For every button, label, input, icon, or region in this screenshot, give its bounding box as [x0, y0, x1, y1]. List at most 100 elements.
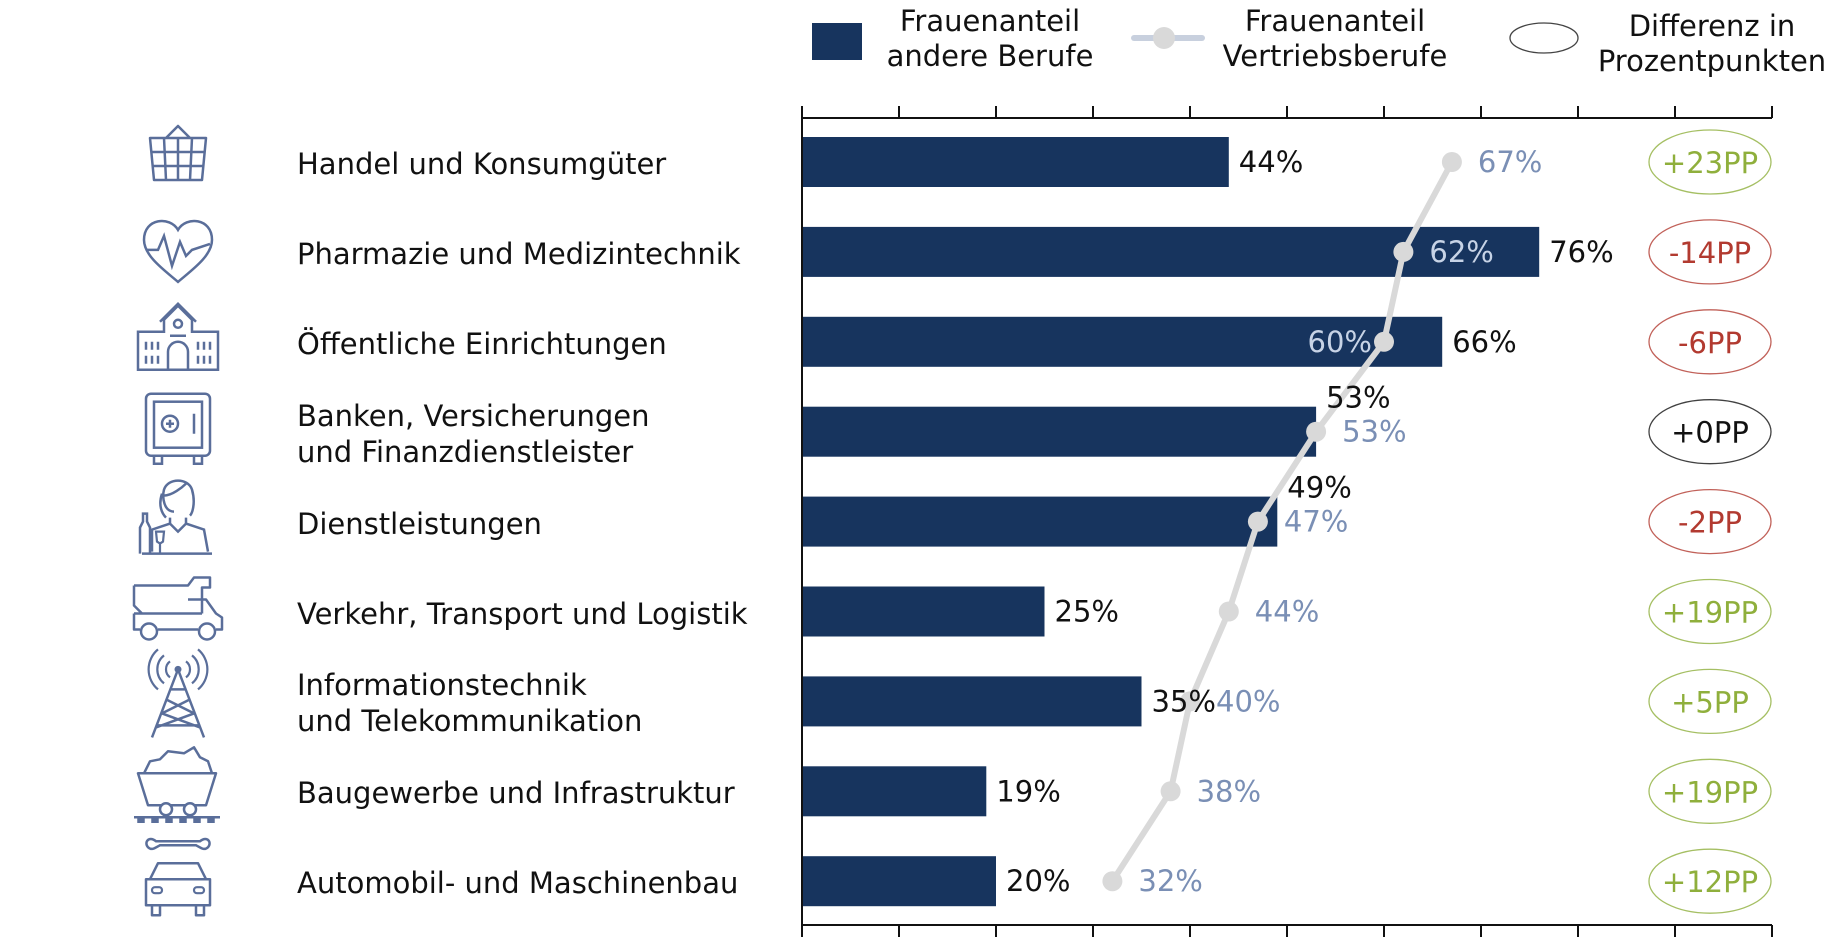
- line-value-label: 67%: [1478, 145, 1542, 179]
- category-label: Dienstleistungen: [297, 506, 542, 542]
- line-point: [1247, 511, 1268, 532]
- line-point: [1374, 331, 1394, 352]
- bar: [803, 406, 1317, 457]
- public-building-icon: [136, 302, 220, 372]
- difference-label: +23PP: [1662, 146, 1758, 180]
- line-value-label: 44%: [1255, 595, 1319, 629]
- category-label-line: Verkehr, Transport und Logistik: [297, 596, 748, 631]
- difference-badge: [1648, 488, 1772, 555]
- difference-label: +5PP: [1671, 685, 1749, 719]
- bar-series: [803, 137, 1540, 907]
- difference-badge: [1648, 219, 1772, 285]
- legend-label-line-line2: Vertriebsberufe: [1222, 39, 1448, 73]
- legend-label-line: Frauenanteil Vertriebsberufe: [1205, 4, 1465, 74]
- difference-label: -6PP: [1678, 326, 1742, 360]
- line-value-label: 60%: [1308, 325, 1372, 359]
- category-icons: [132, 124, 224, 917]
- safe-icon: [144, 392, 212, 465]
- legend-diff-swatch: [1509, 22, 1579, 54]
- car-wrench-icon: [144, 837, 212, 917]
- bar: [803, 137, 1229, 187]
- category-label: Banken, Versicherungen und Finanzdienstle…: [297, 398, 649, 470]
- bar: [803, 856, 996, 907]
- bar: [803, 316, 1443, 367]
- line-value-label: 47%: [1284, 505, 1348, 539]
- category-label-line: Baugewerbe und Infrastruktur: [297, 776, 735, 811]
- heart-pulse-icon: [142, 219, 214, 284]
- shopping-basket-icon: [148, 124, 208, 182]
- category-label-line: und Finanzdienstleister: [297, 434, 634, 469]
- line-point: [1393, 241, 1414, 262]
- bar: [803, 766, 987, 817]
- bar-value-label: 25%: [1055, 595, 1119, 629]
- difference-badge: [1648, 758, 1772, 824]
- line-value-label: 62%: [1429, 235, 1493, 269]
- bar-value-label: 20%: [1006, 864, 1070, 898]
- line-point: [1102, 871, 1123, 892]
- category-label-line: Pharmazie und Medizintechnik: [297, 236, 741, 271]
- category-label: Pharmazie und Medizintechnik: [297, 236, 741, 272]
- line-value-label: 53%: [1342, 415, 1406, 449]
- line-series: [1102, 152, 1462, 892]
- difference-label: +19PP: [1662, 775, 1758, 809]
- bar: [803, 496, 1278, 547]
- bar: [803, 586, 1045, 637]
- line-value-label: 40%: [1216, 684, 1280, 718]
- difference-badges: +23PP -14PP -6PP +0PP -2PP +19PP +5PP +19PP +12P…: [1648, 129, 1772, 914]
- bar: [803, 226, 1540, 277]
- line-point: [1160, 781, 1181, 802]
- bar-value-label: 66%: [1452, 325, 1516, 359]
- difference-badge: [1648, 578, 1772, 645]
- category-label-line: Handel und Konsumgüter: [297, 147, 667, 181]
- difference-badge: [1648, 399, 1772, 465]
- bar: [803, 676, 1142, 727]
- line-point: [1180, 691, 1200, 712]
- category-label: Baugewerbe und Infrastruktur: [297, 775, 735, 811]
- category-label: Verkehr, Transport und Logistik: [297, 596, 748, 632]
- difference-label: +19PP: [1662, 596, 1758, 630]
- difference-badge: [1648, 129, 1772, 195]
- bar-value-label: 76%: [1549, 235, 1613, 269]
- category-label-line: Banken, Versicherungen: [297, 398, 650, 433]
- difference-label: -14PP: [1669, 236, 1751, 270]
- legend-label-diff-line1: Differenz in: [1628, 9, 1796, 43]
- legend: [812, 22, 1579, 60]
- category-label-line: Automobil- und Maschinenbau: [297, 866, 739, 901]
- line-point: [1441, 152, 1462, 172]
- bar-value-label: 44%: [1239, 145, 1303, 179]
- category-label-line: und Telekommunikation: [297, 704, 643, 739]
- legend-label-bars: Frauenanteil andere Berufe: [870, 4, 1110, 74]
- bar-value-label: 35%: [1152, 684, 1216, 718]
- mine-cart-icon: [134, 746, 220, 824]
- radio-tower-icon: [147, 648, 209, 738]
- legend-label-diff-line2: Prozentpunkten: [1597, 44, 1827, 78]
- category-label: Handel und Konsumgüter: [297, 146, 666, 182]
- bar-value-label: 53%: [1326, 381, 1390, 415]
- legend-bar-swatch: [812, 23, 862, 60]
- line-point: [1218, 601, 1239, 622]
- difference-badge: [1648, 668, 1772, 735]
- difference-label: +0PP: [1671, 416, 1749, 450]
- difference-label: +12PP: [1662, 865, 1758, 899]
- category-label: Automobil- und Maschinenbau: [297, 865, 738, 901]
- difference-label: -2PP: [1678, 506, 1742, 540]
- waitress-icon: [138, 479, 212, 555]
- category-label-line: Informationstechnik: [297, 668, 587, 703]
- category-label-line: Öffentliche Einrichtungen: [297, 326, 667, 361]
- line-value-label: 32%: [1138, 864, 1202, 898]
- data-labels: 44% 67% 76% 62% 66% 60% 53%53% 49%47% 25% 44% 35% 4…: [996, 145, 1613, 898]
- legend-label-line-line1: Frauenanteil: [1244, 4, 1426, 38]
- legend-label-bars-line1: Frauenanteil: [899, 4, 1081, 38]
- legend-label-diff: Differenz in Prozentpunkten: [1582, 9, 1842, 79]
- category-label: Informationstechnik und Telekommunikation: [297, 667, 642, 739]
- difference-badge: [1648, 309, 1772, 375]
- dump-truck-icon: [132, 576, 224, 641]
- legend-line-marker: [1153, 27, 1175, 49]
- legend-label-bars-line2: andere Berufe: [886, 39, 1094, 73]
- line-value-label: 38%: [1197, 774, 1261, 808]
- bar-value-label: 19%: [996, 774, 1060, 808]
- difference-badge: [1648, 848, 1772, 914]
- category-label: Öffentliche Einrichtungen: [297, 326, 667, 362]
- category-label-line: Dienstleistungen: [297, 506, 542, 541]
